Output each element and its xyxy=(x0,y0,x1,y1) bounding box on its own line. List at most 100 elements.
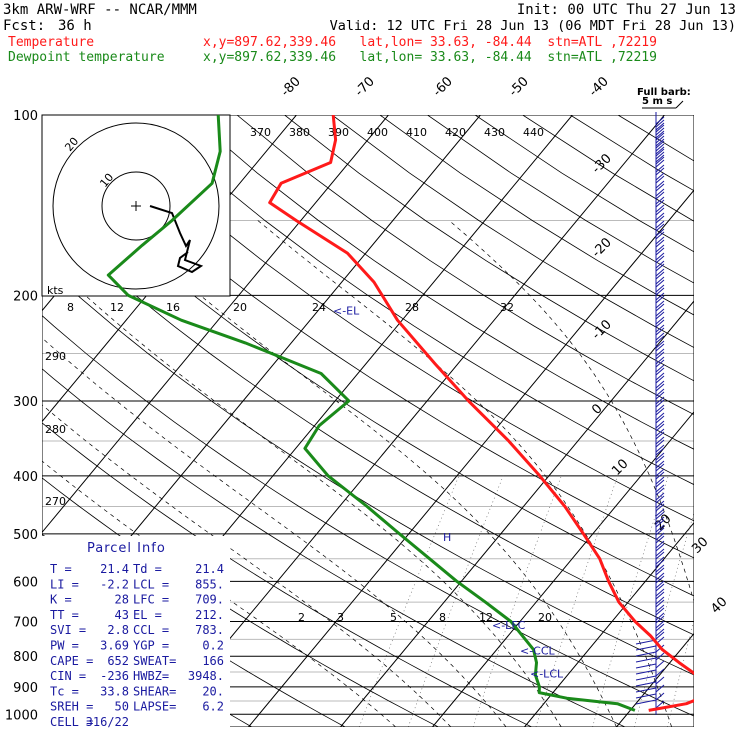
wind-barb-564-0 xyxy=(655,556,665,565)
wind-barb-156-0 xyxy=(655,148,665,157)
wind-barb-188-1 xyxy=(655,183,665,192)
wind-barb-492-1 xyxy=(655,487,665,496)
wind-barb-684-0 xyxy=(655,676,665,685)
wind-barb-148-1 xyxy=(655,143,665,152)
wind-barb-436-0 xyxy=(655,428,665,437)
wind-barb-412-1 xyxy=(655,407,665,416)
wind-barb-180-0 xyxy=(655,172,665,181)
parcel-info-value2-8: 20. xyxy=(202,684,224,698)
isotherm--10 xyxy=(340,300,694,727)
dewpoint-location: x,y=897.62,339.46 lat,lon= 33.63, -84.44… xyxy=(203,50,657,65)
parcel-info-value-2: 28 xyxy=(115,593,129,607)
pressure-label-700: 700 xyxy=(13,615,38,630)
wind-barb-500-0 xyxy=(655,492,665,501)
theta-label-390: 390 xyxy=(328,126,349,139)
theta-label-410: 410 xyxy=(406,126,427,139)
wind-barb-372-0 xyxy=(655,364,665,373)
wind-barb-268-1 xyxy=(655,263,665,272)
parcel-info-label2-7: HWBZ= xyxy=(133,669,169,683)
wind-barb-172-0 xyxy=(655,164,665,173)
annotation-lfc: <-LFC xyxy=(492,619,526,632)
wind-barb-308-1 xyxy=(655,303,665,312)
theta-label-440: 440 xyxy=(523,126,544,139)
wind-barb-532-1 xyxy=(655,527,665,536)
wind-barb-132-1 xyxy=(655,127,665,136)
wind-barb-620-1 xyxy=(655,615,665,624)
wind-barb-292-1 xyxy=(655,287,665,296)
wind-barb-340-0 xyxy=(655,332,665,341)
mixing-ratio-label-lower-2: 2 xyxy=(298,611,305,624)
wind-barb-low-700 xyxy=(635,699,657,705)
wind-barb-420-0 xyxy=(655,412,665,421)
dry-adiabat-450 xyxy=(570,115,694,192)
parcel-info-label2-2: LFC = xyxy=(133,593,169,607)
wind-barb-356-1 xyxy=(655,351,665,360)
isotherm-label--20: -20 xyxy=(589,235,615,261)
wind-barb-low-658 xyxy=(635,657,657,663)
parcel-info-value-8: 33.8 xyxy=(100,684,129,698)
valid-time: Valid: 12 UTC Fri 28 Jun 13 (06 MDT Fri … xyxy=(329,18,736,34)
wind-barb-244-0 xyxy=(655,236,665,245)
wind-barb-260-0 xyxy=(655,252,665,261)
isotherm--30 xyxy=(156,115,665,727)
mixing-ratio-label-upper-28: 28 xyxy=(405,301,419,314)
wind-barb-396-1 xyxy=(655,391,665,400)
theta-label-380: 380 xyxy=(289,126,310,139)
wind-barb-460-0 xyxy=(655,452,665,461)
parcel-info-value2-2: 709. xyxy=(195,593,224,607)
wind-barb-172-1 xyxy=(655,167,665,176)
isotherm-10 xyxy=(524,521,694,727)
annotation-h: H xyxy=(443,531,451,544)
mixing-ratio-12 xyxy=(592,475,669,727)
pressure-label-900: 900 xyxy=(13,681,38,696)
wind-barb-468-1 xyxy=(655,463,665,472)
mixing-ratio-label-lower-12: 12 xyxy=(479,611,493,624)
mixing-ratio-3 xyxy=(408,475,504,727)
parcel-info-label-9: SREH = xyxy=(50,700,93,714)
wind-barb-428-0 xyxy=(655,420,665,429)
wind-barb-364-1 xyxy=(655,359,665,368)
parcel-info-label2-0: Td = xyxy=(133,562,162,576)
parcel-info-label-7: CIN = xyxy=(50,669,86,683)
wind-barb-380-1 xyxy=(655,375,665,384)
left-theta-label-270: 270 xyxy=(45,495,66,508)
parcel-info-label-5: PW = xyxy=(50,639,79,653)
theta-label-400: 400 xyxy=(367,126,388,139)
wind-barb-228-1 xyxy=(655,223,665,232)
wind-barb-588-0 xyxy=(655,580,665,589)
wind-barb-556-0 xyxy=(655,548,665,557)
wind-barb-564-1 xyxy=(655,559,665,568)
moist-adiabat-20 xyxy=(114,220,617,727)
mixing-ratio-label-upper-12: 12 xyxy=(110,301,124,314)
parcel-info-label2-6: SWEAT= xyxy=(133,654,176,668)
wind-barb-668-0 xyxy=(655,660,665,669)
wind-barb-140-0 xyxy=(655,132,665,141)
wind-barb-692-0 xyxy=(655,684,665,693)
wind-barb-284-1 xyxy=(655,279,665,288)
parcel-info-label-10: CELL = xyxy=(50,715,93,729)
dry-adiabat-310 xyxy=(42,262,694,676)
left-theta-label-290: 290 xyxy=(45,350,66,363)
wind-barb-196-1 xyxy=(655,191,665,200)
wind-barb-492-0 xyxy=(655,484,665,493)
parcel-info-label2-8: SHEAR= xyxy=(133,684,176,698)
wind-barb-212-1 xyxy=(655,207,665,216)
moist-adiabat-8 xyxy=(42,337,507,727)
wind-barb-508-1 xyxy=(655,503,665,512)
dry-adiabat-460 xyxy=(617,115,694,162)
isotherm--20 xyxy=(248,189,694,727)
theta-label-370: 370 xyxy=(250,126,271,139)
wind-barb-580-0 xyxy=(655,572,665,581)
mixing-ratio-label-upper-8: 8 xyxy=(67,301,74,314)
wind-barb-148-2 xyxy=(655,146,665,155)
wind-barb-124-0 xyxy=(655,116,665,125)
temperature-trace xyxy=(268,115,694,712)
wind-barb-476-0 xyxy=(655,468,665,477)
parcel-info-value-10: 316/22 xyxy=(86,715,129,729)
mixing-ratio-label-lower-5: 5 xyxy=(390,611,397,624)
forecast-hours: 36 h xyxy=(58,18,92,34)
isotherm--100 xyxy=(0,115,20,727)
wind-barb-596-0 xyxy=(655,588,665,597)
wind-barb-628-1 xyxy=(655,623,665,632)
